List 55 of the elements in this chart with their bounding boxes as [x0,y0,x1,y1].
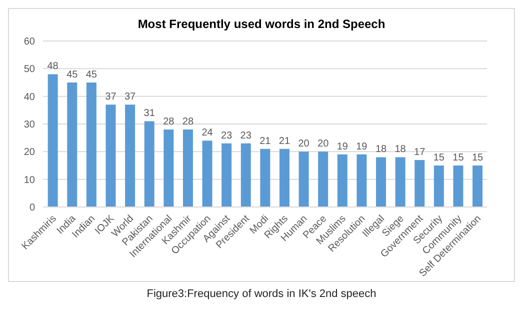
bar [202,140,212,207]
bar [125,104,136,207]
bar [86,82,96,207]
bar [260,148,270,207]
bar [67,82,78,207]
data-label: 15 [452,152,464,164]
bar [337,154,348,207]
data-label: 19 [336,141,348,152]
data-label: 21 [260,136,272,147]
bar [222,143,232,207]
data-label: 31 [144,108,156,120]
bar [376,157,386,207]
data-label: 24 [202,128,214,139]
bar [356,154,367,207]
data-label: 37 [124,92,136,103]
data-label: 23 [221,130,233,142]
bar [106,104,116,207]
bar [318,152,328,207]
y-tick-label: 30 [24,120,36,131]
bar [453,166,464,207]
y-tick-label: 50 [24,64,36,76]
y-tick-label: 10 [24,174,36,186]
data-label: 15 [472,152,484,164]
y-tick-label: 60 [24,36,36,48]
data-label: 18 [394,144,406,156]
data-label: 45 [66,70,78,80]
data-label: 20 [298,138,310,150]
bar [279,148,290,207]
data-label: 28 [182,116,194,128]
data-label: 21 [278,136,290,147]
caption: Figure3:Frequency of words in IK's 2nd speech [146,288,378,300]
data-label: 18 [375,144,387,156]
data-label: 15 [433,152,445,164]
y-tick-label: 0 [29,202,36,214]
bar [48,74,58,207]
data-label: 20 [318,138,330,150]
bar [144,121,154,207]
data-label: 19 [356,141,368,152]
bar [395,157,406,207]
data-label: 45 [86,70,98,80]
bar [472,166,483,207]
bar [414,160,425,207]
y-tick-label: 20 [24,147,36,158]
bar [182,130,193,207]
bar [298,152,309,207]
bar [240,143,251,207]
data-label: 37 [105,92,117,103]
data-label: 28 [163,116,175,128]
bar [434,166,444,207]
y-tick-label: 40 [24,92,36,103]
chart-title: Most Frequently used words in 2nd Speech [136,17,386,31]
bar [164,130,174,207]
data-label: 48 [47,61,59,72]
data-label: 17 [414,146,426,158]
data-label: 23 [240,130,252,142]
